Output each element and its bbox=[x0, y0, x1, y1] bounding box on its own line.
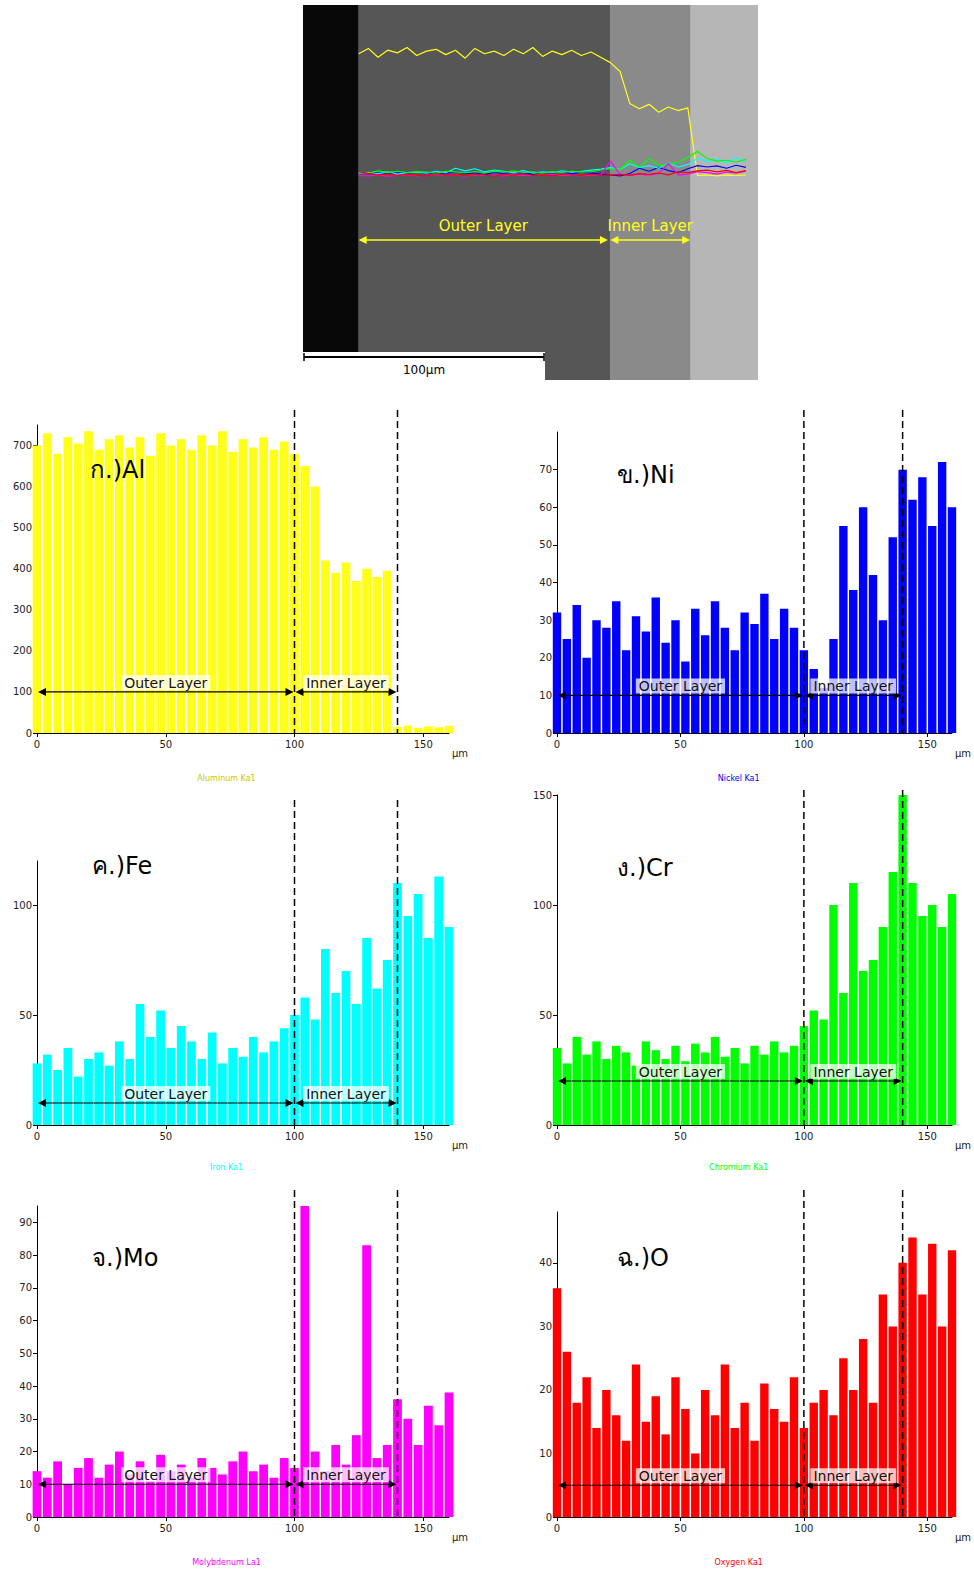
svg-text:40: 40 bbox=[539, 577, 552, 588]
svg-text:60: 60 bbox=[539, 502, 552, 513]
svg-text:10: 10 bbox=[539, 1448, 552, 1459]
svg-text:μm: μm bbox=[452, 1140, 468, 1151]
svg-text:50: 50 bbox=[674, 1523, 687, 1534]
svg-text:0: 0 bbox=[554, 739, 560, 750]
svg-text:ก.)Al: ก.)Al bbox=[90, 456, 145, 484]
svg-text:500: 500 bbox=[13, 522, 32, 533]
svg-text:20: 20 bbox=[539, 652, 552, 663]
svg-text:40: 40 bbox=[539, 1257, 552, 1268]
svg-text:150: 150 bbox=[414, 739, 433, 750]
svg-text:50: 50 bbox=[19, 1348, 32, 1359]
svg-text:Outer Layer: Outer Layer bbox=[639, 1064, 722, 1080]
svg-text:600: 600 bbox=[13, 481, 32, 492]
svg-text:150: 150 bbox=[918, 1131, 937, 1142]
svg-text:0: 0 bbox=[546, 1120, 552, 1131]
svg-text:150: 150 bbox=[918, 1523, 937, 1534]
svg-text:Inner Layer: Inner Layer bbox=[813, 678, 893, 694]
svg-text:80: 80 bbox=[19, 1250, 32, 1261]
svg-text:Inner Layer: Inner Layer bbox=[608, 217, 694, 235]
svg-text:200: 200 bbox=[13, 645, 32, 656]
svg-text:10: 10 bbox=[539, 690, 552, 701]
svg-text:μm: μm bbox=[955, 1140, 971, 1151]
svg-text:Outer Layer: Outer Layer bbox=[124, 1467, 207, 1483]
svg-text:0: 0 bbox=[34, 1131, 40, 1142]
svg-text:Inner Layer: Inner Layer bbox=[813, 1468, 893, 1484]
svg-text:100: 100 bbox=[794, 1131, 813, 1142]
svg-text:μm: μm bbox=[452, 748, 468, 759]
svg-text:100: 100 bbox=[533, 900, 552, 911]
svg-text:100: 100 bbox=[794, 1523, 813, 1534]
svg-text:20: 20 bbox=[539, 1384, 552, 1395]
svg-text:Iron Ka1: Iron Ka1 bbox=[210, 1163, 243, 1172]
svg-text:0: 0 bbox=[26, 728, 32, 739]
svg-text:50: 50 bbox=[539, 539, 552, 550]
svg-text:70: 70 bbox=[19, 1282, 32, 1293]
svg-text:Inner Layer: Inner Layer bbox=[306, 675, 386, 691]
svg-text:100: 100 bbox=[285, 739, 304, 750]
svg-text:ง.)Cr: ง.)Cr bbox=[617, 854, 673, 882]
svg-text:50: 50 bbox=[159, 1523, 172, 1534]
svg-text:0: 0 bbox=[26, 1512, 32, 1523]
svg-text:30: 30 bbox=[539, 615, 552, 626]
svg-text:50: 50 bbox=[539, 1010, 552, 1021]
svg-text:100: 100 bbox=[794, 739, 813, 750]
svg-text:150: 150 bbox=[533, 790, 552, 801]
svg-text:150: 150 bbox=[414, 1131, 433, 1142]
svg-text:ฉ.)O: ฉ.)O bbox=[617, 1244, 669, 1272]
svg-text:Oxygen Ka1: Oxygen Ka1 bbox=[714, 1558, 762, 1567]
svg-text:Outer Layer: Outer Layer bbox=[124, 675, 207, 691]
svg-text:ค.)Fe: ค.)Fe bbox=[92, 852, 152, 880]
svg-text:0: 0 bbox=[34, 1523, 40, 1534]
svg-text:70: 70 bbox=[539, 464, 552, 475]
svg-text:50: 50 bbox=[674, 739, 687, 750]
svg-text:100: 100 bbox=[285, 1131, 304, 1142]
svg-text:100μm: 100μm bbox=[403, 363, 445, 377]
svg-text:Inner Layer: Inner Layer bbox=[306, 1086, 386, 1102]
svg-text:50: 50 bbox=[159, 739, 172, 750]
svg-text:0: 0 bbox=[554, 1131, 560, 1142]
svg-text:400: 400 bbox=[13, 563, 32, 574]
svg-text:μm: μm bbox=[452, 1532, 468, 1543]
svg-text:50: 50 bbox=[19, 1010, 32, 1021]
svg-text:60: 60 bbox=[19, 1315, 32, 1326]
svg-text:30: 30 bbox=[539, 1321, 552, 1332]
svg-text:Nickel Ka1: Nickel Ka1 bbox=[718, 774, 760, 783]
svg-text:100: 100 bbox=[285, 1523, 304, 1534]
svg-text:จ.)Mo: จ.)Mo bbox=[92, 1244, 158, 1272]
svg-text:100: 100 bbox=[13, 686, 32, 697]
svg-text:Molybdenum La1: Molybdenum La1 bbox=[192, 1558, 261, 1567]
svg-text:10: 10 bbox=[19, 1479, 32, 1490]
svg-text:40: 40 bbox=[19, 1381, 32, 1392]
svg-text:150: 150 bbox=[918, 739, 937, 750]
svg-text:Outer Layer: Outer Layer bbox=[639, 678, 722, 694]
svg-text:700: 700 bbox=[13, 440, 32, 451]
svg-text:μm: μm bbox=[955, 1532, 971, 1543]
svg-text:0: 0 bbox=[26, 1120, 32, 1131]
svg-text:Outer Layer: Outer Layer bbox=[639, 1468, 722, 1484]
svg-text:0: 0 bbox=[34, 739, 40, 750]
svg-text:90: 90 bbox=[19, 1217, 32, 1228]
svg-text:0: 0 bbox=[546, 728, 552, 739]
svg-text:150: 150 bbox=[414, 1523, 433, 1534]
svg-text:Outer Layer: Outer Layer bbox=[124, 1086, 207, 1102]
svg-text:ข.)Ni: ข.)Ni bbox=[617, 461, 675, 489]
svg-text:300: 300 bbox=[13, 604, 32, 615]
svg-text:Inner Layer: Inner Layer bbox=[306, 1467, 386, 1483]
svg-text:30: 30 bbox=[19, 1413, 32, 1424]
svg-text:Aluminum Ka1: Aluminum Ka1 bbox=[197, 774, 255, 783]
svg-text:50: 50 bbox=[159, 1131, 172, 1142]
svg-text:50: 50 bbox=[674, 1131, 687, 1142]
svg-text:Outer Layer: Outer Layer bbox=[439, 217, 529, 235]
svg-text:μm: μm bbox=[955, 748, 971, 759]
svg-text:0: 0 bbox=[546, 1512, 552, 1523]
svg-text:20: 20 bbox=[19, 1446, 32, 1457]
svg-text:0: 0 bbox=[554, 1523, 560, 1534]
svg-text:Inner Layer: Inner Layer bbox=[813, 1064, 893, 1080]
svg-text:Chromium Ka1: Chromium Ka1 bbox=[709, 1163, 768, 1172]
svg-text:100: 100 bbox=[13, 900, 32, 911]
